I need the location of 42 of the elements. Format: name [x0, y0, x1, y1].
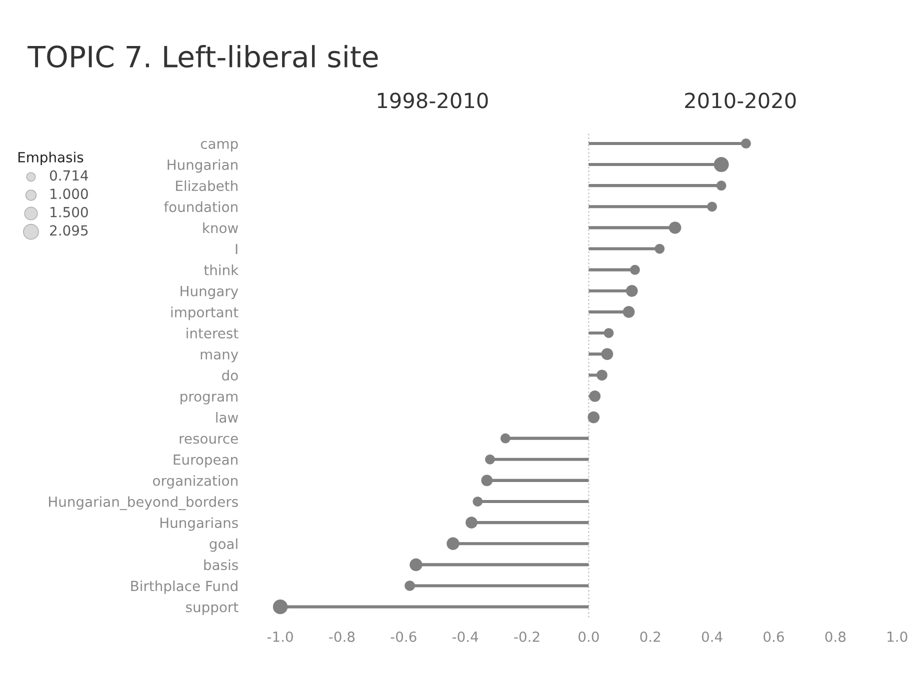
x-tick-label: 0.2 — [640, 631, 660, 642]
x-tick-label: -1.0 — [267, 631, 293, 642]
y-tick-label: resource — [180, 436, 238, 444]
y-tick-label: Hungary — [180, 286, 238, 300]
y-tick-label: know — [203, 222, 238, 234]
y-tick-label: many — [200, 352, 238, 362]
y-tick-label: camp — [200, 140, 238, 152]
x-tick-label: -0.6 — [390, 631, 416, 642]
y-tick-label: organization — [153, 475, 238, 489]
x-tick-label: 0.6 — [764, 631, 784, 642]
y-tick-label: European — [174, 454, 238, 468]
x-tick-label: -0.8 — [329, 631, 355, 642]
y-tick-label: Hungarians — [160, 517, 238, 531]
x-tick-label: -0.4 — [452, 631, 478, 642]
y-tick-label: interest — [186, 328, 238, 338]
y-tick-label: Hungarian — [168, 159, 238, 173]
y-tick-label: think — [204, 264, 239, 276]
legend-label: 1.500 — [50, 206, 88, 218]
y-tick-label: support — [186, 602, 238, 615]
text: 2010-2020 — [685, 92, 796, 108]
y-tick-label: program — [180, 394, 238, 404]
legend-label: 2.095 — [50, 225, 88, 236]
legend-title: Emphasis — [18, 152, 84, 166]
x-tick-label: 0.4 — [702, 631, 722, 642]
y-tick-label: foundation — [164, 201, 238, 212]
x-tick-label: -0.2 — [514, 631, 540, 642]
y-tick-label: Hungarian_beyond_borders — [49, 496, 238, 510]
y-tick-label: I — [236, 244, 238, 254]
y-tick-label: goal — [210, 538, 238, 552]
text: 1998-2010 — [378, 92, 488, 108]
y-tick-label: basis — [204, 559, 238, 570]
y-tick-label: do — [222, 370, 238, 381]
x-tick-label: 1.0 — [888, 631, 908, 642]
y-tick-label: Birthplace Fund — [131, 580, 238, 594]
chart-title: TOPIC 7. Left-liberal site — [28, 45, 378, 68]
y-tick-label: important — [171, 306, 238, 320]
y-tick-label: law — [216, 412, 238, 423]
x-tick-label: 0.8 — [825, 631, 846, 642]
legend-label: 1.000 — [50, 188, 88, 200]
x-tick-label: 0.0 — [578, 631, 599, 642]
legend-label: 0.714 — [50, 170, 88, 181]
y-tick-label: Elizabeth — [176, 180, 238, 192]
